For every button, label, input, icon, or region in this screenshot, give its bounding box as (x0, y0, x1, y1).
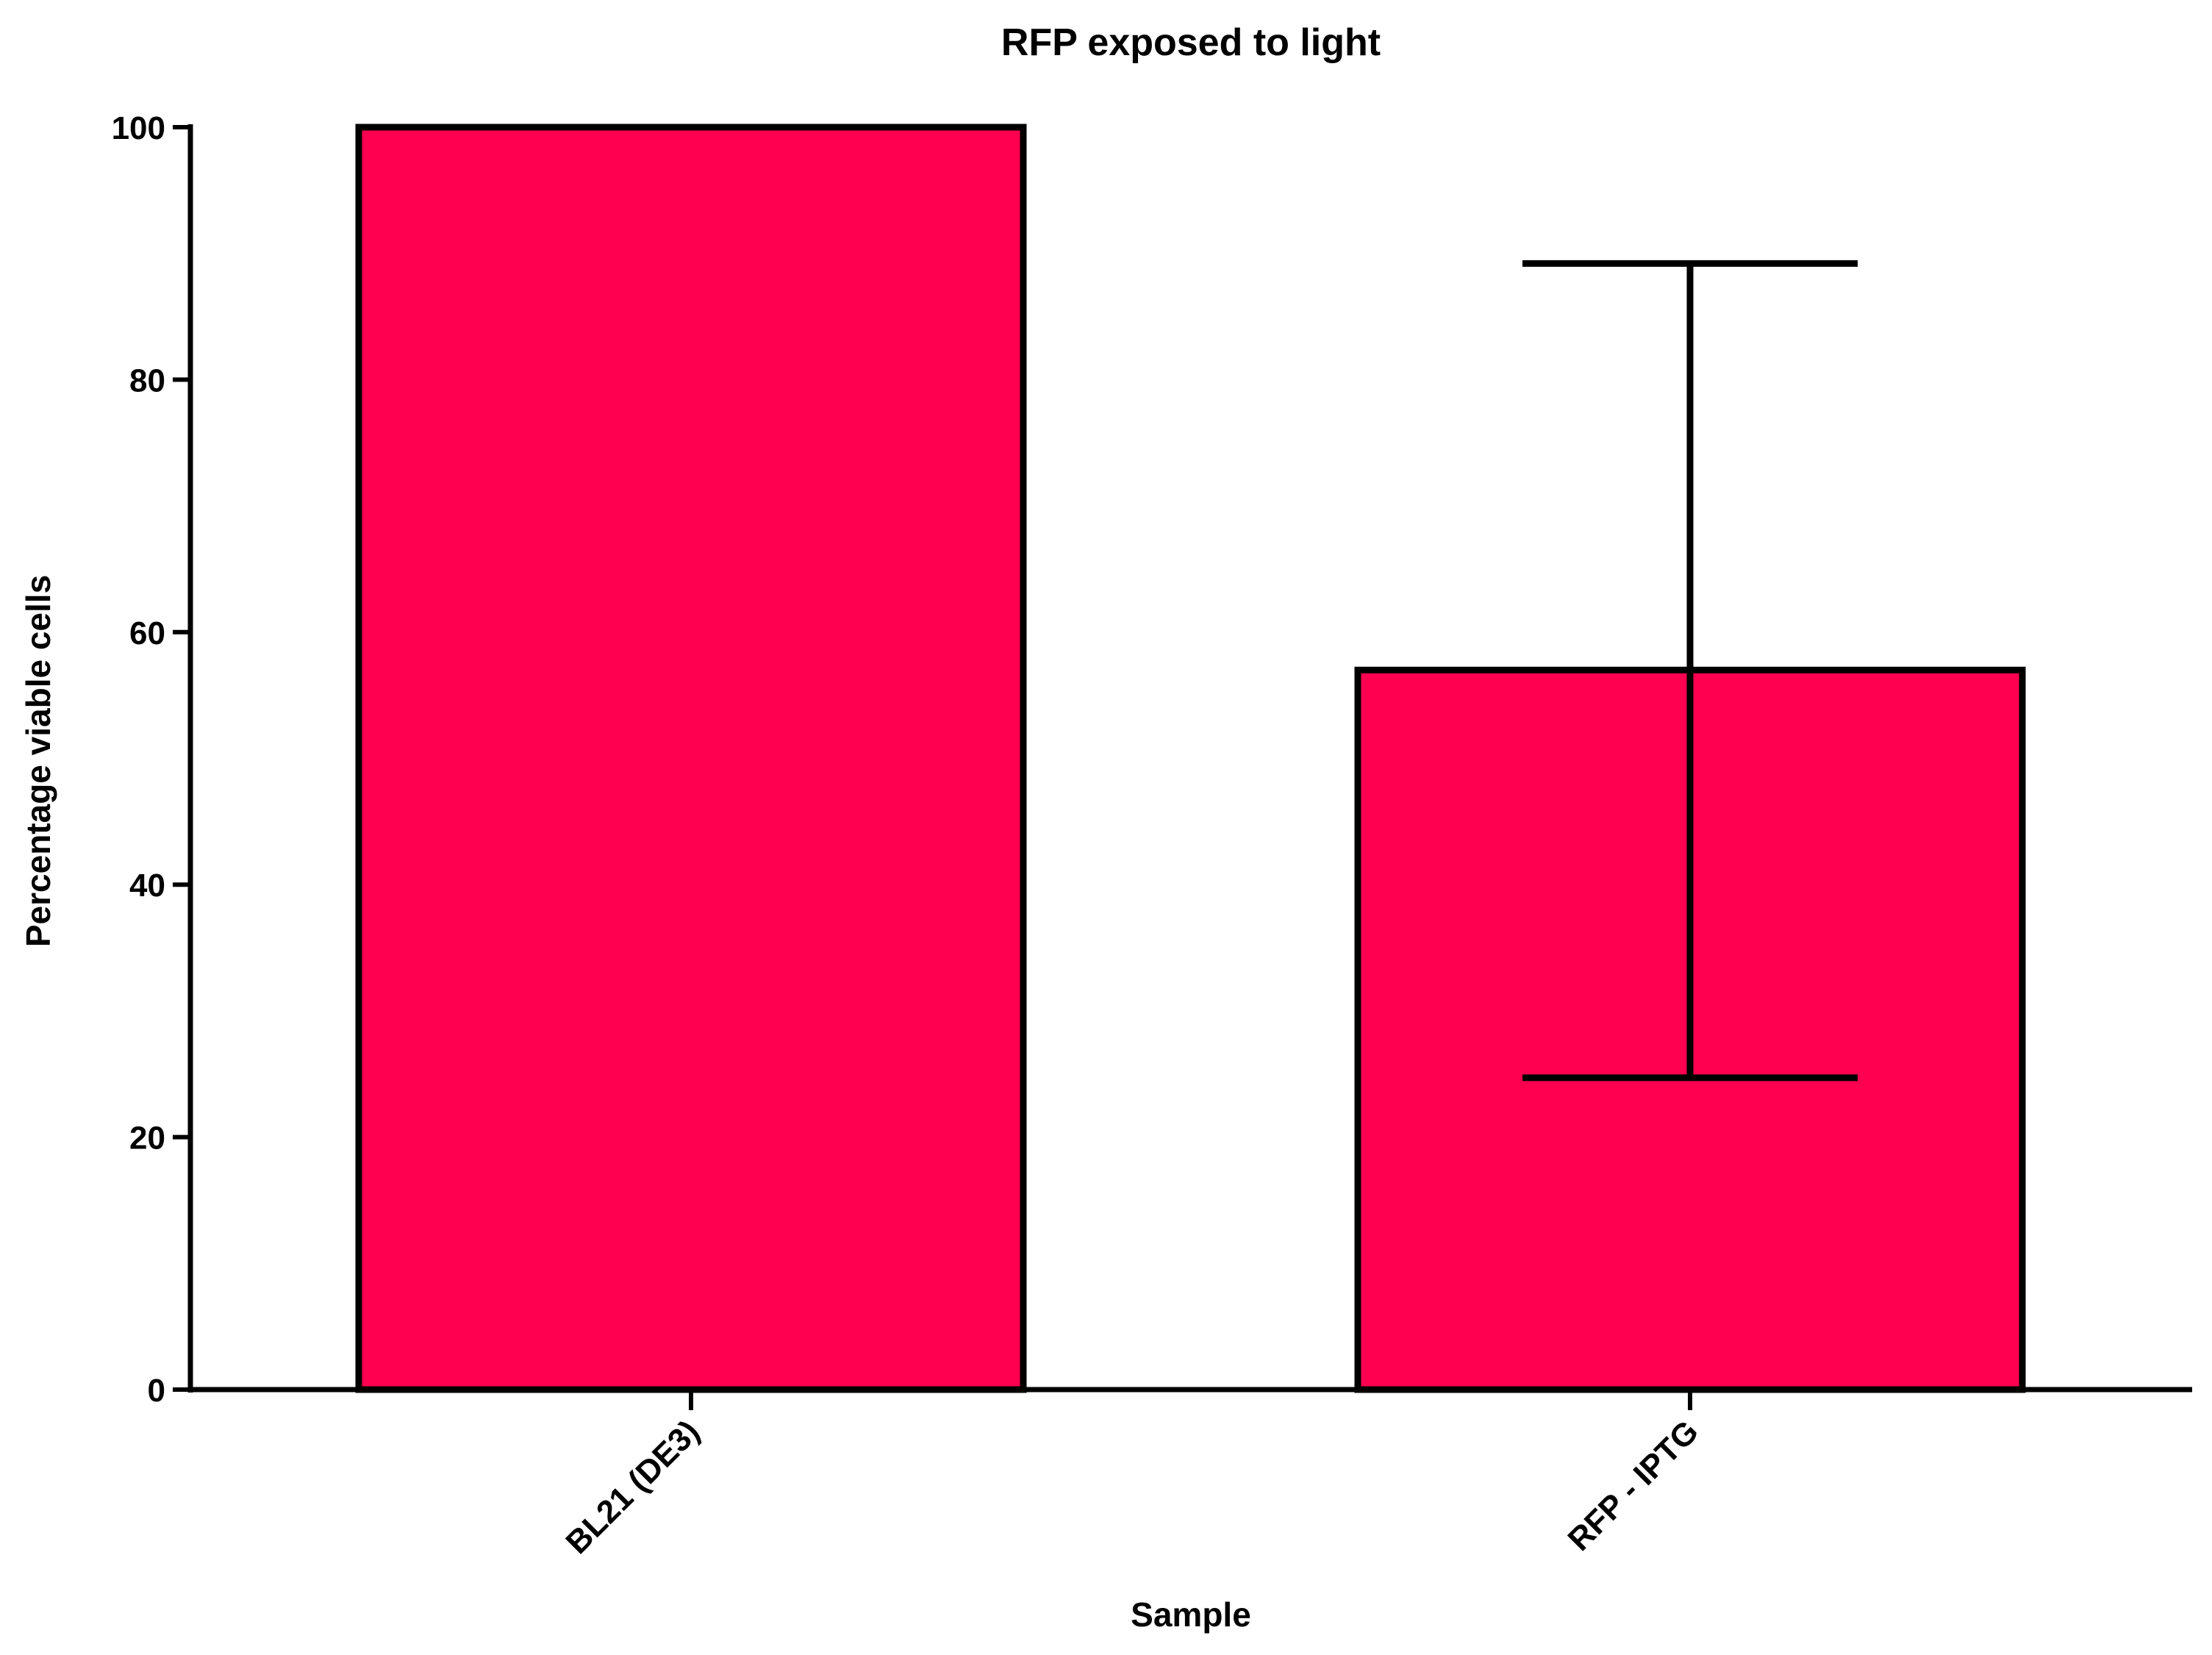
y-tick-label-20: 20 (129, 1120, 165, 1157)
y-tick-label-60: 60 (129, 615, 165, 651)
y-tick-label-100: 100 (112, 110, 165, 146)
x-axis-label: Sample (1131, 1595, 1251, 1634)
plot-area: 0 20 40 60 80 100 BL21 (DE3) RFP - IPTG (112, 110, 2192, 1561)
y-axis-label: Percentage viable cells (19, 575, 57, 947)
x-tick-label-1: BL21 (DE3) (559, 1413, 706, 1561)
bar-1 (355, 124, 1027, 1393)
x-tick-label-2: RFP - IPTG (1561, 1413, 1706, 1558)
y-tick-label-0: 0 (148, 1373, 165, 1409)
chart-title: RFP exposed to light (1001, 21, 1381, 64)
y-tick-label-40: 40 (129, 868, 165, 904)
y-tick-label-80: 80 (129, 362, 165, 398)
